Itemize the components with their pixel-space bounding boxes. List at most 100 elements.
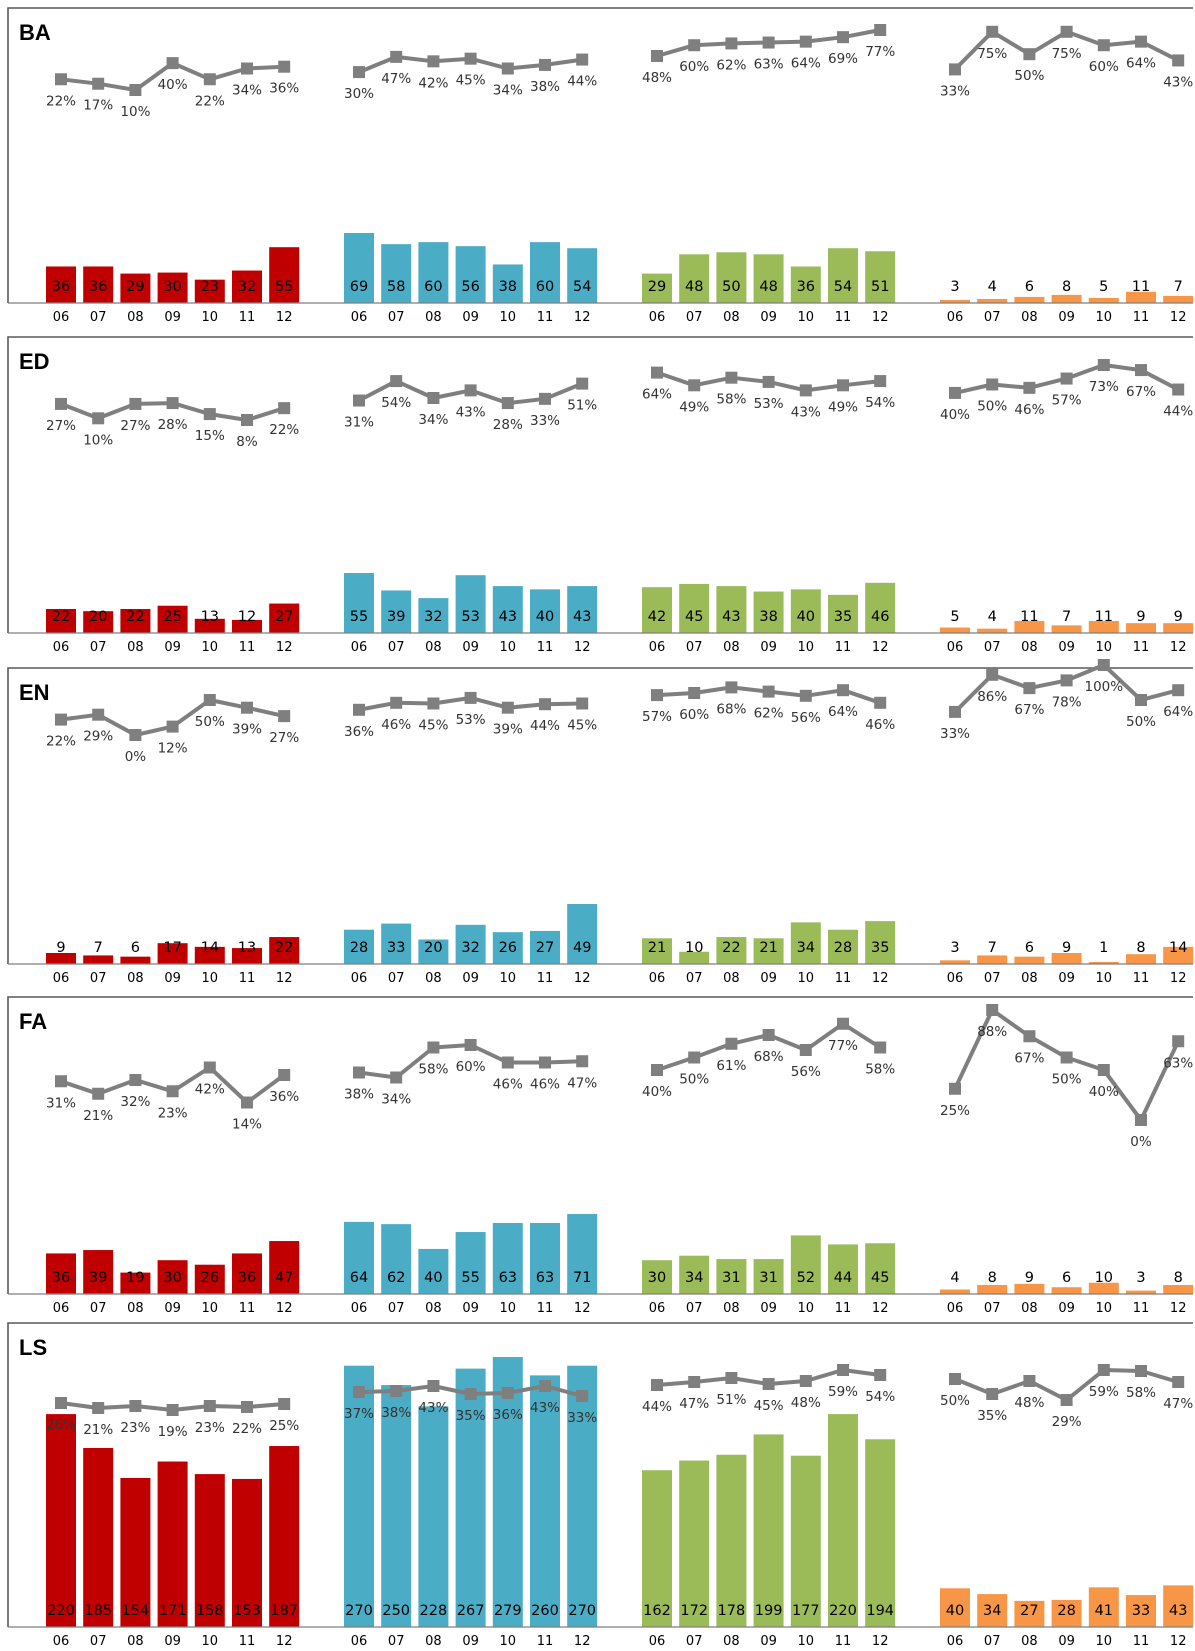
bar-value-label: 39 <box>387 609 405 625</box>
bar-value-label: 11 <box>1020 609 1038 625</box>
x-tick-label: 11 <box>835 310 852 325</box>
trend-marker <box>55 397 67 410</box>
bar-value-label: 220 <box>47 1603 75 1619</box>
percent-label: 75% <box>977 46 1007 62</box>
bar <box>157 1461 188 1627</box>
percent-label: 42% <box>418 75 448 91</box>
bar <box>1014 621 1045 633</box>
bar-value-label: 40 <box>797 609 815 625</box>
x-tick-label: 06 <box>649 1634 666 1649</box>
bar <box>232 1253 262 1294</box>
trend-marker <box>799 35 812 48</box>
bar-value-label: 27 <box>536 940 554 956</box>
percent-label: 86% <box>977 689 1007 705</box>
x-tick-label: 08 <box>1021 1301 1038 1316</box>
trend-marker <box>464 1388 477 1400</box>
bar <box>977 955 1008 964</box>
series-group-4: 3 06 7 07 6 08 9 09 1 10 8 11 14 12 33% 86% 67% 78%100% 50… <box>940 659 1193 986</box>
x-tick-label: 12 <box>872 971 889 986</box>
percent-label: 8% <box>236 434 258 450</box>
trend-marker <box>241 414 253 426</box>
bar-value-label: 154 <box>122 1603 150 1619</box>
bar-value-label: 19 <box>126 1270 144 1286</box>
bar <box>46 266 76 303</box>
bar-value-label: 22 <box>275 940 293 956</box>
percent-label: 25% <box>940 1103 970 1119</box>
trend-marker <box>1135 1365 1147 1377</box>
percent-label: 67% <box>1014 702 1044 718</box>
trend-marker <box>203 73 216 86</box>
trend-marker <box>949 705 961 718</box>
percent-label: 45% <box>567 718 597 734</box>
x-tick-label: 06 <box>53 310 70 325</box>
bar <box>120 956 151 964</box>
bar <box>1051 294 1082 303</box>
trend-marker <box>799 384 812 397</box>
bar <box>716 1454 747 1627</box>
trend-marker <box>1097 659 1110 671</box>
bar <box>790 1235 821 1294</box>
percent-label: 39% <box>232 722 262 738</box>
bar <box>46 1253 76 1294</box>
x-tick-label: 08 <box>723 1634 740 1649</box>
percent-label: 12% <box>158 741 188 757</box>
trend-marker <box>837 379 849 392</box>
x-tick-label: 08 <box>425 1634 442 1649</box>
bar-value-label: 10 <box>685 940 703 956</box>
trend-marker <box>539 58 551 71</box>
bar <box>344 573 374 633</box>
x-tick-label: 12 <box>276 1634 293 1649</box>
percent-label: 46% <box>1014 402 1044 418</box>
bar <box>567 1365 598 1627</box>
bar-value-label: 30 <box>163 1270 181 1286</box>
percent-label: 43% <box>1163 74 1193 90</box>
x-tick-label: 07 <box>388 971 405 986</box>
trend-marker <box>725 37 738 50</box>
bar-value-label: 34 <box>797 940 815 956</box>
percent-label: 47% <box>1163 1396 1193 1412</box>
bar-value-label: 55 <box>350 609 368 625</box>
trend-marker <box>576 377 589 390</box>
bar <box>1126 1290 1156 1294</box>
bar-value-label: 41 <box>1095 1603 1113 1619</box>
trend-marker <box>949 63 961 76</box>
percent-label: 50% <box>1014 68 1044 84</box>
bar-value-label: 7 <box>988 940 997 956</box>
bar-value-label: 28 <box>350 940 368 956</box>
panel-title: LS <box>19 1335 47 1360</box>
bar-value-label: 62 <box>387 1270 405 1286</box>
trend-marker <box>539 392 551 405</box>
trend-marker <box>166 720 179 733</box>
trend-marker <box>278 710 291 723</box>
bar-value-label: 9 <box>1136 609 1145 625</box>
trend-marker <box>1172 1035 1185 1048</box>
percent-label: 38% <box>530 79 560 95</box>
trend-marker <box>1097 1364 1110 1376</box>
bar-value-label: 9 <box>1062 940 1071 956</box>
trend-marker <box>166 1085 179 1098</box>
percent-label: 50% <box>195 714 225 730</box>
percent-label: 57% <box>1052 393 1082 409</box>
percent-label: 50% <box>679 1072 709 1088</box>
x-tick-label: 09 <box>760 1634 777 1649</box>
series-group-4: 40 06 34 07 27 08 28 09 41 10 33 11 43 12 50% 35% 48% 29%… <box>940 1364 1193 1649</box>
bar <box>790 1455 821 1627</box>
percent-label: 50% <box>940 1393 970 1409</box>
bar-value-label: 45 <box>871 1270 889 1286</box>
bar-value-label: 52 <box>797 1270 815 1286</box>
bar-value-label: 6 <box>131 940 140 956</box>
bar <box>83 955 114 964</box>
bar-value-label: 3 <box>1136 1270 1145 1286</box>
trend-marker <box>688 39 701 52</box>
percent-label: 29% <box>83 729 113 745</box>
bar <box>530 1223 560 1294</box>
trend-marker <box>874 1041 887 1054</box>
bar-value-label: 26 <box>201 1270 219 1286</box>
bar <box>418 1248 449 1294</box>
bar <box>269 603 300 633</box>
x-tick-label: 08 <box>425 640 442 655</box>
bar <box>940 627 970 633</box>
